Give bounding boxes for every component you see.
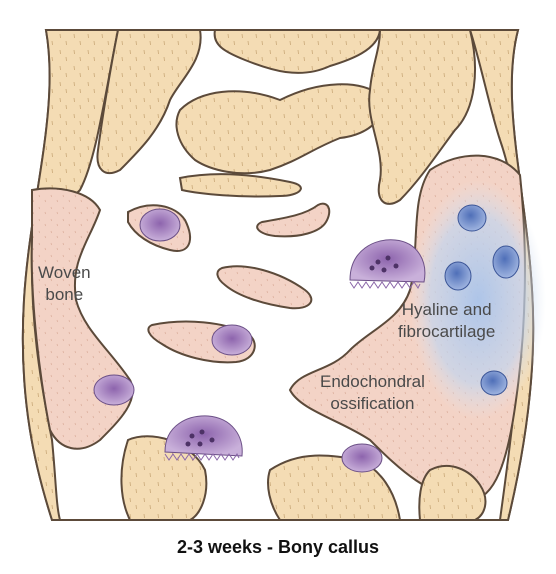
cartilage-region (410, 180, 546, 420)
label-woven-bone-line2: bone (45, 285, 84, 304)
trabecula-horizontal (178, 173, 302, 198)
fragment-2 (256, 202, 331, 238)
chondrocyte-3 (444, 261, 472, 291)
trabecula-top-left (96, 29, 202, 175)
osteoblast-1 (139, 208, 181, 242)
figure-caption: 2-3 weeks - Bony callus (176, 537, 380, 557)
chondrocyte-2 (492, 245, 520, 279)
trabecula-top-center (213, 29, 382, 74)
fragment-3 (216, 265, 313, 310)
chondrocyte-1 (457, 204, 487, 232)
label-hyaline-fibrocartilage: Hyaline and fibrocartilage (398, 299, 495, 343)
left-cortex (21, 29, 120, 521)
chondrocyte-4 (480, 370, 508, 396)
trabecula-upper-mid (175, 83, 384, 175)
trabecula-bottom-right (418, 465, 487, 521)
trabecula-upper-right (368, 29, 476, 205)
label-hyaline-line2: fibrocartilage (398, 322, 496, 341)
osteoblast-3 (93, 374, 135, 406)
label-woven-bone: Woven bone (38, 262, 91, 306)
label-woven-bone-line1: Woven (38, 263, 91, 282)
osteoblast-4 (341, 443, 383, 473)
label-hyaline-line1: Hyaline and (401, 300, 492, 319)
osteoclast-1 (349, 239, 426, 289)
label-endochondral-line1: Endochondral (320, 372, 425, 391)
osteoclast-2 (164, 415, 243, 461)
osteoblast-2 (211, 324, 253, 356)
label-endochondral-ossification: Endochondral ossification (320, 371, 425, 415)
label-endochondral-line2: ossification (330, 394, 415, 413)
